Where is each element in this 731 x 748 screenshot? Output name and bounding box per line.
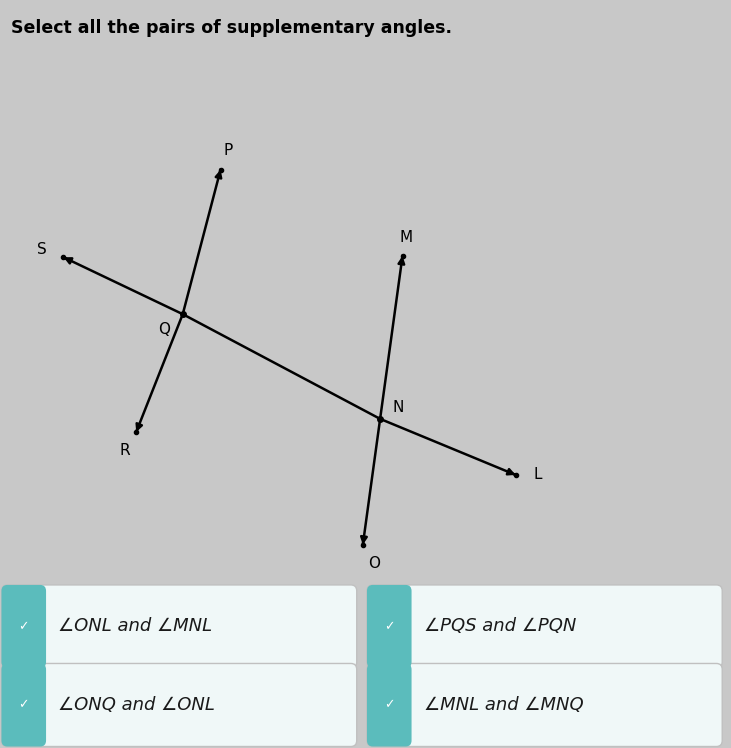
Text: L: L [534,468,542,482]
Text: Select all the pairs of supplementary angles.: Select all the pairs of supplementary an… [11,19,452,37]
FancyBboxPatch shape [367,585,722,668]
Text: ∠ONQ and ∠ONL: ∠ONQ and ∠ONL [58,696,216,714]
FancyBboxPatch shape [1,585,357,668]
Text: ∠ONL and ∠MNL: ∠ONL and ∠MNL [58,617,213,636]
Text: P: P [223,144,232,159]
Text: ✓: ✓ [18,699,29,711]
FancyBboxPatch shape [1,585,46,668]
FancyBboxPatch shape [1,663,357,747]
Text: Q: Q [159,322,170,337]
Text: ✓: ✓ [384,620,395,633]
FancyBboxPatch shape [367,585,412,668]
Text: ✓: ✓ [384,699,395,711]
Text: M: M [400,230,413,245]
Text: R: R [120,444,131,459]
FancyBboxPatch shape [367,663,722,747]
Text: N: N [393,400,404,415]
Text: ∠PQS and ∠PQN: ∠PQS and ∠PQN [424,617,576,636]
Text: ∠MNL and ∠MNQ: ∠MNL and ∠MNQ [424,696,583,714]
FancyBboxPatch shape [367,663,412,747]
FancyBboxPatch shape [1,663,46,747]
Text: ✓: ✓ [18,620,29,633]
Text: S: S [37,242,47,257]
Text: O: O [368,556,380,571]
